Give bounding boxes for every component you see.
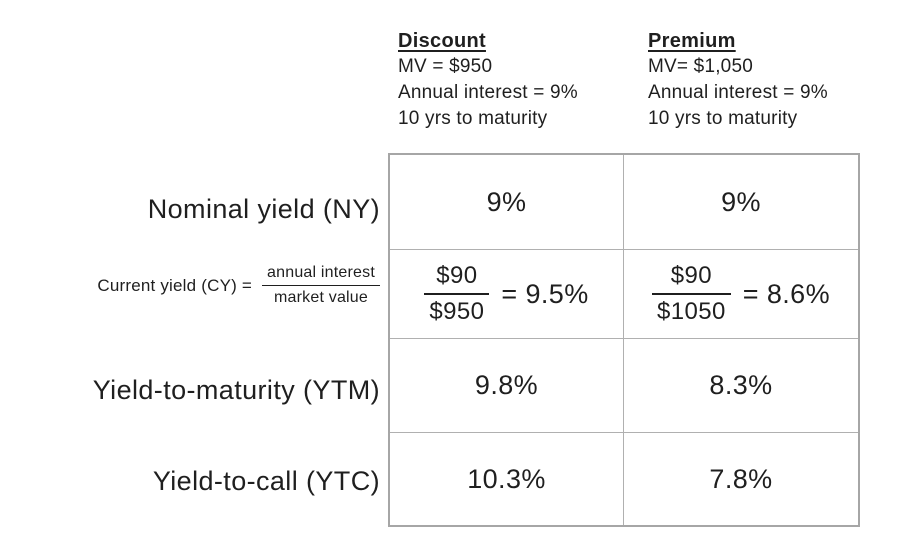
cell-nominal-premium: 9%	[624, 155, 858, 250]
discount-column-header: Discount MV = $950 Annual interest = 9% …	[398, 28, 578, 132]
current-premium-result: = 8.6%	[742, 278, 830, 309]
premium-market-value: MV= $1,050	[648, 56, 753, 77]
premium-maturity: 10 yrs to maturity	[648, 108, 798, 129]
discount-market-value: MV = $950	[398, 56, 493, 77]
current-premium-fraction: $90 $1050	[652, 262, 731, 326]
current-yield-prefix: Current yield (CY) =	[97, 275, 253, 295]
row-label-yield-to-call: Yield-to-call (YTC)	[152, 466, 380, 496]
row-label-current-yield-formula: Current yield (CY) = annual interest mar…	[97, 264, 380, 307]
cell-current-discount: $90 $950 = 9.5%	[390, 250, 624, 339]
current-discount-calculation: $90 $950 = 9.5%	[424, 262, 588, 326]
cell-nominal-discount: 9%	[390, 155, 624, 250]
cell-ytm-premium: 8.3%	[624, 339, 858, 433]
premium-title: Premium	[648, 30, 736, 52]
cell-ytm-discount: 9.8%	[390, 339, 624, 433]
premium-annual-interest: Annual interest = 9%	[648, 82, 828, 103]
yield-comparison-table: 9% 9% $90 $950 = 9.5% $90 $1050 = 8.6% 9	[388, 153, 860, 527]
current-premium-denominator: $1050	[657, 298, 726, 325]
cell-ytc-discount: 10.3%	[390, 433, 624, 525]
row-label-nominal-yield: Nominal yield (NY)	[147, 194, 380, 224]
current-premium-calculation: $90 $1050 = 8.6%	[652, 262, 830, 326]
cell-current-premium: $90 $1050 = 8.6%	[624, 250, 858, 339]
current-discount-denominator: $950	[429, 298, 485, 325]
current-yield-fraction-numerator: annual interest	[262, 264, 380, 286]
row-label-yield-to-maturity: Yield-to-maturity (YTM)	[92, 375, 380, 405]
current-discount-numerator: $90	[424, 262, 490, 295]
cell-ytc-premium: 7.8%	[709, 463, 773, 494]
current-premium-numerator: $90	[652, 262, 731, 295]
discount-title: Discount	[398, 30, 486, 52]
current-discount-fraction: $90 $950	[424, 262, 490, 326]
premium-column-header: Premium MV= $1,050 Annual interest = 9% …	[648, 28, 828, 132]
current-yield-fraction-denominator: market value	[274, 289, 369, 306]
discount-maturity: 10 yrs to maturity	[398, 108, 548, 129]
current-discount-result: = 9.5%	[501, 278, 589, 309]
discount-annual-interest: Annual interest = 9%	[398, 82, 578, 103]
current-yield-fraction: annual interest market value	[262, 264, 380, 307]
